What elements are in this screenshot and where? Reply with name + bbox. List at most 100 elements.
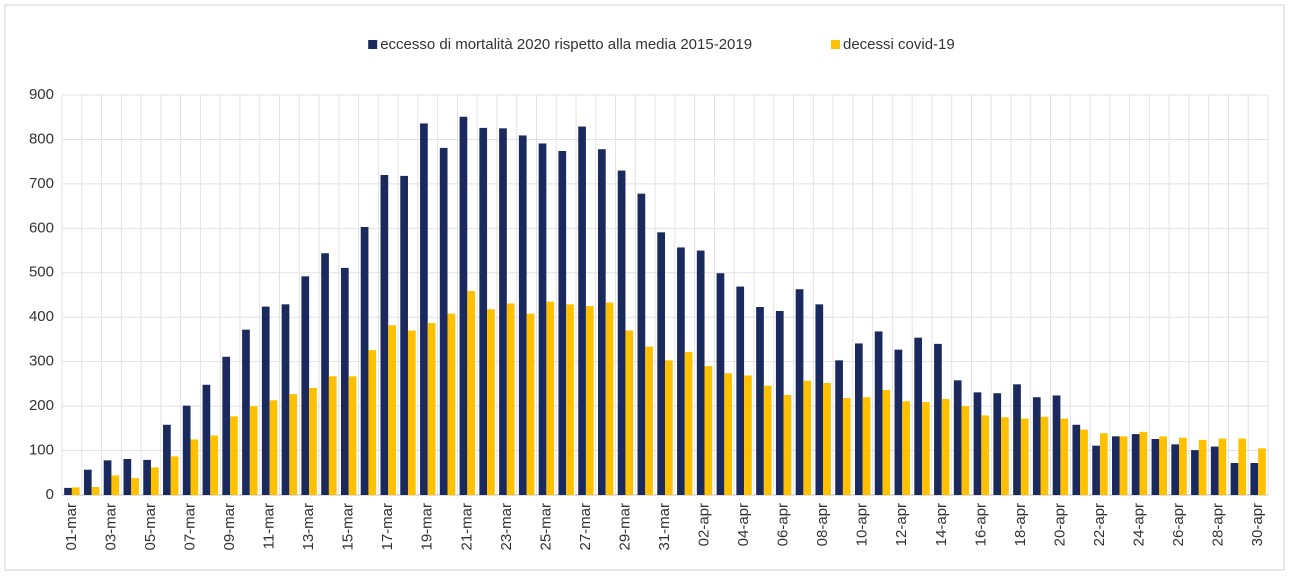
x-tick-label: 01-mar [63,503,80,551]
x-tick-label: 06-apr [775,503,792,546]
bar [143,459,151,495]
bar [1250,463,1259,495]
y-tick-label: 300 [29,353,54,370]
bar [1052,395,1061,495]
x-tick-label: 31-mar [656,503,673,551]
bar [400,175,408,495]
x-tick-label: 20-apr [1051,503,1068,546]
bar [914,337,923,495]
bar [934,343,942,495]
bar [1092,445,1100,495]
x-tick-label: 03-mar [102,503,119,551]
bar [289,394,298,495]
bar [617,170,626,496]
bar [467,291,476,495]
x-tick-label: 10-apr [854,503,871,546]
bar [546,301,555,495]
bar [862,397,871,495]
x-tick-label: 22-apr [1091,503,1108,546]
x-tick-label: 09-mar [221,503,238,551]
bar [1198,439,1207,495]
x-tick-label: 02-apr [696,503,713,546]
x-tick-label: 13-mar [300,503,317,551]
bar [756,307,764,495]
bar [736,286,745,495]
bar [210,435,218,495]
legend-swatch [368,40,378,49]
bar [182,405,191,495]
bar [249,406,258,495]
bar [645,346,653,495]
bar [487,309,495,495]
bar [459,116,468,496]
bar [744,375,752,495]
bar [309,387,317,495]
x-tick-label: 18-apr [1012,503,1029,546]
bar [922,402,930,495]
bar [665,360,673,495]
y-tick-label: 700 [29,175,54,192]
y-tick-label: 200 [29,397,54,414]
bar [597,149,606,495]
bar [499,128,507,496]
y-tick-label: 900 [29,86,54,103]
bar [1230,463,1239,495]
bar [439,147,448,495]
y-tick-label: 600 [29,219,54,236]
bar [1238,438,1247,495]
bar [993,393,1002,495]
y-tick-label: 400 [29,308,54,325]
bar [842,398,851,495]
x-tick-label: 16-apr [972,503,989,546]
y-tick-label: 0 [46,486,54,503]
bar [1258,448,1266,495]
bar [1131,434,1140,495]
x-tick-label: 30-apr [1249,503,1266,546]
x-tick-label: 11-mar [261,503,278,549]
bar [111,475,120,495]
bar [677,247,685,495]
bar [1171,444,1180,495]
bar [91,487,100,495]
bar [716,273,725,495]
bar [1060,418,1069,495]
y-tick-label: 500 [29,264,54,281]
bar [261,306,270,495]
x-tick-label: 17-mar [379,503,396,551]
bar [202,384,211,495]
bar [230,416,238,495]
x-tick-label: 14-apr [933,503,950,546]
bar [882,390,891,495]
bar [242,329,250,495]
x-tick-label: 27-mar [577,503,594,551]
x-tick-label: 19-mar [419,503,436,551]
bar [301,276,310,495]
bar [420,123,428,495]
y-tick-label: 100 [29,442,54,459]
bar [704,366,713,495]
bar [360,227,369,495]
bar [775,311,784,495]
bar [815,304,824,495]
bar [170,456,179,495]
bar [1139,431,1148,495]
legend-swatch [831,40,840,49]
bar [874,331,883,495]
bar [578,126,586,496]
bar [902,401,910,495]
bar [321,253,329,495]
bar [763,385,772,495]
bar [558,151,567,495]
bar [1210,446,1219,495]
bar [538,143,547,495]
bar [657,232,665,496]
bar [1080,429,1088,495]
bar [981,415,990,495]
bar [961,406,970,495]
bar [348,376,357,495]
bar [1020,418,1029,495]
bar [1032,397,1041,495]
bar [131,478,139,495]
bar [1179,437,1187,495]
bar [605,302,614,495]
